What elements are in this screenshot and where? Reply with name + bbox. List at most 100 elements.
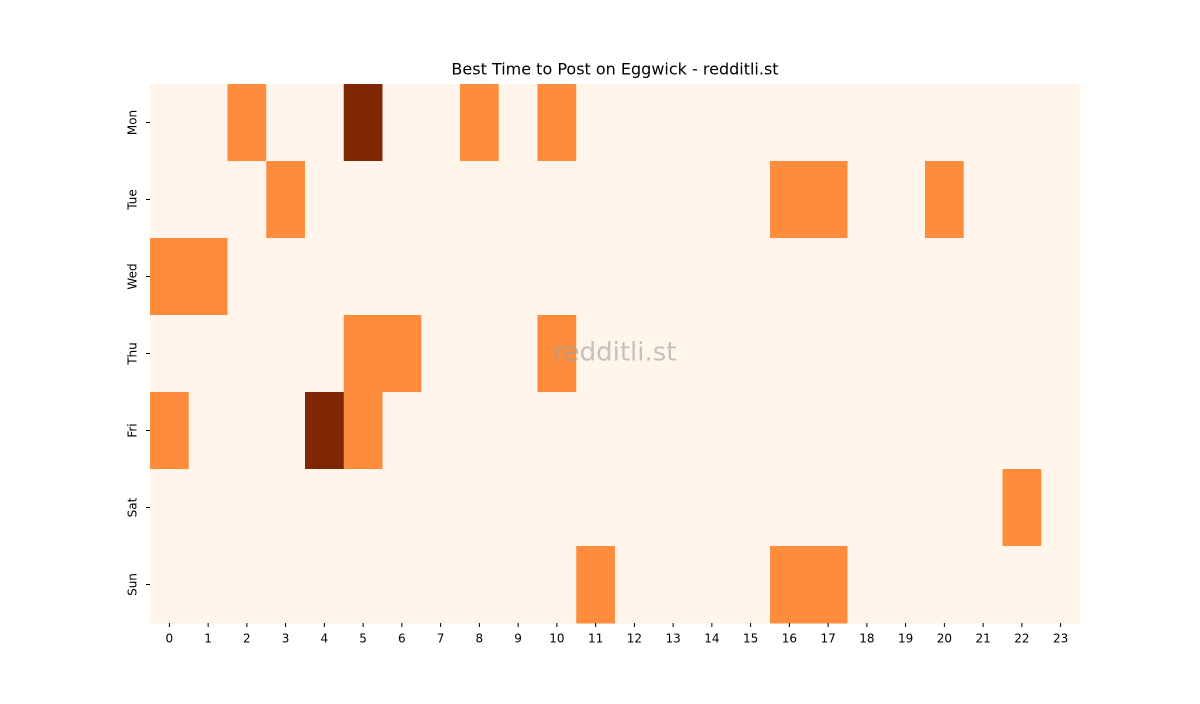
heatmap-cell [343, 315, 383, 393]
heatmap-cell [963, 546, 1003, 624]
heatmap-cell [421, 392, 461, 470]
heatmap-cell [537, 161, 577, 239]
heatmap-cell [886, 315, 926, 393]
heatmap-cell [808, 546, 848, 624]
heatmap-cell [188, 238, 228, 316]
heatmap-cell [266, 161, 306, 239]
x-tick-label: 20 [937, 632, 952, 646]
heatmap-cell [382, 161, 422, 239]
heatmap-cell [770, 315, 810, 393]
y-tick-label: Tue [126, 189, 140, 211]
heatmap-cell [227, 469, 267, 547]
heatmap-cell [343, 392, 383, 470]
x-tick-label: 14 [704, 632, 719, 646]
heatmap-cell [150, 315, 190, 393]
heatmap-cell [460, 469, 500, 547]
heatmap-cell [266, 392, 306, 470]
heatmap-cell [963, 84, 1003, 162]
heatmap-cell [653, 392, 693, 470]
x-tick-label: 23 [1053, 632, 1068, 646]
heatmap-cell [188, 84, 228, 162]
heatmap-cell [963, 392, 1003, 470]
heatmap-cell [847, 84, 887, 162]
heatmap-cell [615, 315, 655, 393]
x-tick-label: 17 [820, 632, 835, 646]
heatmap-cell [692, 315, 732, 393]
heatmap-cell [731, 161, 771, 239]
heatmap-cell [615, 84, 655, 162]
heatmap-cell [498, 238, 538, 316]
x-tick-label: 1 [204, 632, 212, 646]
heatmap-cell [886, 392, 926, 470]
heatmap-cell [576, 546, 616, 624]
x-tick-label: 8 [476, 632, 484, 646]
heatmap-cell [460, 238, 500, 316]
heatmap-cell [653, 161, 693, 239]
heatmap-cell [537, 238, 577, 316]
heatmap-cell [808, 469, 848, 547]
heatmap-cell [1002, 546, 1042, 624]
chart-title: Best Time to Post on Eggwick - redditli.… [451, 60, 778, 79]
heatmap-cell [460, 315, 500, 393]
heatmap-cell [343, 546, 383, 624]
heatmap-cell [227, 392, 267, 470]
y-tick-label: Sat [126, 497, 140, 517]
heatmap-cell [1002, 469, 1042, 547]
heatmap-cell [266, 546, 306, 624]
x-tick-label: 13 [665, 632, 680, 646]
heatmap-cell [460, 392, 500, 470]
heatmap-cell [460, 161, 500, 239]
heatmap-cell [615, 238, 655, 316]
heatmap-cell [731, 315, 771, 393]
heatmap-cell [421, 84, 461, 162]
heatmap-cell [1041, 546, 1081, 624]
heatmap-cell [692, 238, 732, 316]
heatmap-cell [770, 469, 810, 547]
heatmap-cell [1041, 161, 1081, 239]
heatmap-cell [537, 546, 577, 624]
x-tick-label: 11 [588, 632, 603, 646]
heatmap-cell [925, 161, 965, 239]
heatmap-cell [886, 469, 926, 547]
heatmap-cell [305, 469, 345, 547]
heatmap-cell [576, 161, 616, 239]
heatmap-cell [653, 469, 693, 547]
heatmap-cell [188, 392, 228, 470]
heatmap-cell [653, 546, 693, 624]
y-tick-label: Mon [126, 110, 140, 135]
heatmap-cell [1041, 392, 1081, 470]
heatmap-cell [886, 84, 926, 162]
heatmap-cell [382, 469, 422, 547]
heatmap-cell [227, 84, 267, 162]
heatmap-cell [576, 84, 616, 162]
heatmap-cell [150, 546, 190, 624]
heatmap-cell [305, 238, 345, 316]
heatmap-cell [731, 84, 771, 162]
heatmap-cell [382, 315, 422, 393]
heatmap-cell [925, 238, 965, 316]
heatmap-cell [808, 238, 848, 316]
heatmap-cell [770, 392, 810, 470]
x-tick-label: 0 [166, 632, 174, 646]
heatmap-cell [227, 315, 267, 393]
x-tick-label: 15 [743, 632, 758, 646]
x-tick-label: 7 [437, 632, 445, 646]
heatmap-cell [498, 469, 538, 547]
heatmap-cell [188, 161, 228, 239]
heatmap-cell [1002, 392, 1042, 470]
heatmap-cell [963, 315, 1003, 393]
heatmap-cell [460, 546, 500, 624]
heatmap-cell [692, 469, 732, 547]
heatmap-cell [150, 469, 190, 547]
heatmap-cell [576, 392, 616, 470]
heatmap-cell [886, 238, 926, 316]
heatmap-cell [653, 315, 693, 393]
x-tick-label: 18 [859, 632, 874, 646]
heatmap-cell [343, 469, 383, 547]
heatmap-cell [615, 161, 655, 239]
heatmap-cell [382, 238, 422, 316]
heatmap-cell [266, 315, 306, 393]
heatmap-cell [847, 238, 887, 316]
heatmap-cell [925, 469, 965, 547]
